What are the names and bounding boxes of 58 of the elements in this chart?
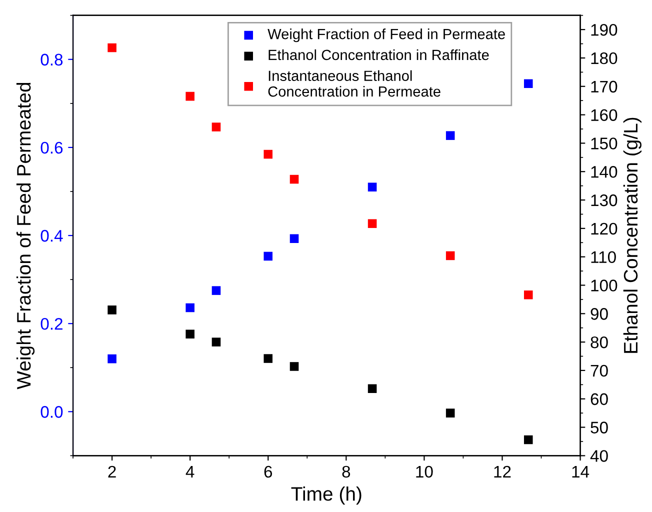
point [446,408,455,418]
point [186,92,194,101]
y-tick-label: 0.6 [40,142,63,154]
point [264,150,273,159]
point [264,354,273,363]
point [186,330,194,338]
y2-tick-label: 60 [590,393,608,406]
x-tick-label: 14 [572,466,590,478]
x-tick-label: 2 [108,466,116,478]
legend-label: Weight Fraction of Feed in Permeate [268,28,505,42]
legend-label: Instantaneous Ethanol Concentration in Permeate [268,70,440,97]
y-tick-label: 0.8 [40,54,63,66]
point [212,338,221,346]
y2-tick-label: 70 [590,364,608,377]
point [186,303,194,312]
y2-tick-label: 170 [591,80,618,93]
x-tick-label: 10 [416,466,433,478]
point [524,435,533,444]
y2-tick-label: 120 [591,222,618,235]
legend-label: Ethanol Concentration in Raffinate [268,49,489,60]
y2-tick-label: 190 [591,24,618,36]
y2-tick-label: 80 [590,336,608,348]
point [524,79,533,88]
y2-tick-label: 130 [591,194,618,206]
y-tick-label: 0.4 [40,230,63,242]
y2-tick-label: 90 [590,308,608,320]
point [368,219,377,228]
point [108,306,116,314]
point [212,286,221,295]
point [264,252,273,261]
point [446,251,455,260]
y2-tick-label: 150 [591,138,618,150]
x-tick-label: 6 [264,466,272,478]
point [108,43,116,52]
point [524,290,533,300]
y-tick-label: 0.2 [40,318,62,330]
point [446,131,455,140]
x-axis-title: Time (h) [291,486,362,505]
y-tick-label: 0.0 [40,406,63,418]
point [290,174,299,184]
x-tick-label: 8 [342,466,350,478]
point [368,384,377,394]
y2-tick-label: 100 [591,280,618,292]
point [368,182,377,192]
y2-tick-label: 110 [591,251,616,264]
point [290,362,299,371]
y2-axis-title: Ethanol Concentration (g/L) [623,118,642,353]
y-axis-title: Weight Fraction of Feed Permeated [16,82,35,390]
y2-tick-label: 140 [591,166,618,178]
point [290,234,299,243]
point [212,122,221,132]
x-tick-label: 12 [494,466,511,478]
x-tick-label: 4 [186,466,194,478]
y2-tick-label: 40 [590,450,608,462]
y2-tick-label: 50 [590,422,608,434]
y2-tick-label: 160 [591,109,618,121]
point [108,354,116,364]
y2-tick-label: 180 [591,52,618,64]
